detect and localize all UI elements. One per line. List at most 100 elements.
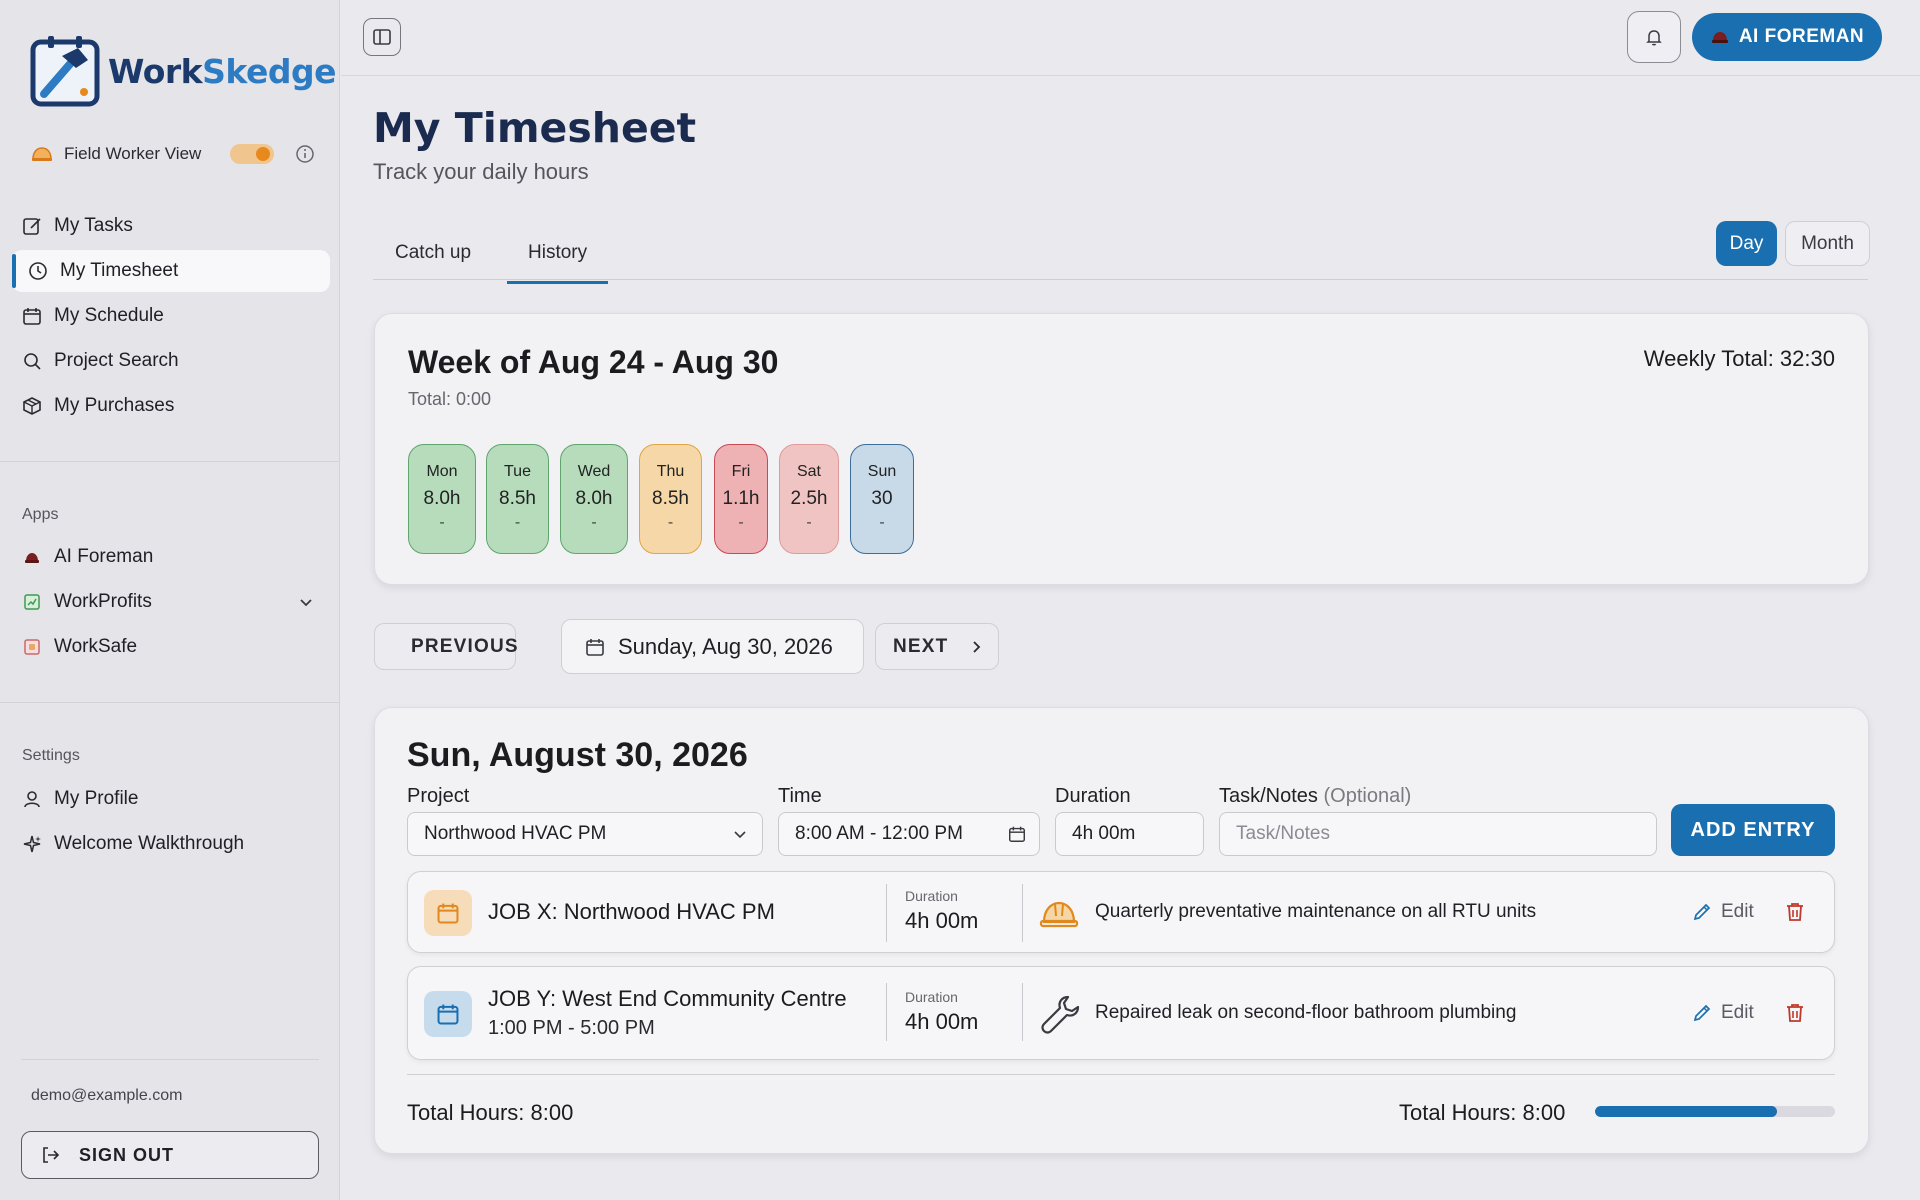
project-select[interactable]: Northwood HVAC PM — [407, 812, 763, 856]
entry-divider — [1022, 884, 1023, 942]
ai-foreman-button[interactable]: AI FOREMAN — [1692, 13, 1882, 61]
edit-label: Edit — [1721, 901, 1754, 922]
chevron-down-icon[interactable] — [296, 592, 316, 612]
day-name: Wed — [577, 463, 611, 480]
time-range-value: 8:00 AM - 12:00 PM — [795, 823, 963, 844]
entry-time-range: 1:00 PM - 5:00 PM — [488, 1017, 655, 1039]
task-notes-placeholder: Task/Notes — [1236, 823, 1330, 844]
sidebar-item-label: WorkSafe — [54, 636, 138, 657]
day-pill-tue[interactable]: Tue 8.5h - — [486, 444, 549, 554]
calendar-icon — [437, 1004, 459, 1025]
apps-heading: Apps — [22, 506, 59, 523]
day-hours: 1.1h — [722, 488, 760, 509]
totals-divider — [407, 1074, 1835, 1075]
hard-hat-icon — [25, 553, 39, 563]
trash-icon[interactable] — [1783, 900, 1807, 924]
wrench-icon — [1041, 995, 1080, 1034]
day-pill-wed[interactable]: Wed 8.0h - — [560, 444, 628, 554]
day-sub: - — [738, 514, 744, 531]
sidebar-item-my-schedule[interactable]: My Schedule — [12, 295, 330, 337]
entry-duration-label: Duration — [905, 989, 958, 1005]
edit-entry-button[interactable]: Edit — [1691, 1002, 1754, 1024]
time-entry-row[interactable]: JOB Y: West End Community Centre 1:00 PM… — [407, 966, 1835, 1060]
add-entry-button[interactable]: ADD ENTRY — [1671, 804, 1835, 856]
user-icon — [24, 791, 40, 808]
day-name: Sat — [796, 463, 821, 480]
sign-out-button[interactable]: SIGN OUT — [21, 1131, 319, 1179]
entry-badge — [424, 890, 472, 936]
panel-left-icon — [373, 29, 391, 45]
info-icon[interactable] — [294, 143, 316, 165]
calendar-icon — [23, 308, 41, 325]
duration-field[interactable]: 4h 00m — [1055, 812, 1204, 856]
day-sub: - — [439, 514, 445, 531]
tab-catch-up[interactable]: Catch up — [395, 242, 472, 263]
view-day-button[interactable]: Day — [1716, 221, 1777, 266]
pencil-icon — [1693, 903, 1711, 921]
day-sub: - — [667, 514, 674, 531]
edit-entry-button[interactable]: Edit — [1691, 901, 1754, 923]
notifications-button[interactable] — [1627, 11, 1681, 63]
tab-history[interactable]: History — [506, 242, 609, 284]
top-bar: AI FOREMAN — [341, 0, 1920, 76]
sidebar-toggle-button[interactable] — [363, 18, 401, 56]
entry-duration-value: 4h 00m — [905, 908, 979, 933]
duration-value: 4h 00m — [1072, 823, 1136, 844]
sidebar-item-welcome-walkthrough[interactable]: Welcome Walkthrough — [12, 823, 330, 865]
previous-day-button[interactable]: PREVIOUS — [374, 623, 518, 670]
week-summary-card: Week of Aug 24 - Aug 30 Total: 0:00 Week… — [374, 313, 1869, 585]
task-notes-label: Task/Notes (Optional) — [1219, 785, 1411, 808]
project-label: Project — [407, 785, 470, 807]
day-sub: - — [806, 514, 812, 531]
day-pill-mon[interactable]: Mon 8.0h - — [408, 444, 476, 554]
sidebar-item-my-purchases[interactable]: My Purchases — [12, 385, 330, 427]
sidebar-item-my-tasks[interactable]: My Tasks — [12, 205, 330, 247]
time-range-field[interactable]: 8:00 AM - 12:00 PM — [778, 812, 1040, 856]
duration-label: Duration — [1055, 785, 1131, 807]
apps-nav: AI Foreman WorkProfits WorkSafe — [12, 536, 330, 671]
logo[interactable]: WorkSkedge — [30, 34, 336, 108]
task-notes-label-text: Task/Notes — [1219, 785, 1318, 807]
time-entry-row[interactable]: JOB X: Northwood HVAC PM Duration 4h 00m… — [407, 871, 1835, 953]
sidebar-item-label: My Profile — [54, 788, 139, 809]
view-month-button[interactable]: Month — [1785, 221, 1870, 266]
sidebar-item-worksafe[interactable]: WorkSafe — [12, 626, 330, 668]
sidebar-item-my-timesheet[interactable]: My Timesheet — [12, 250, 330, 292]
sidebar-item-project-search[interactable]: Project Search — [12, 340, 330, 382]
logout-icon — [43, 1147, 60, 1163]
day-pill-fri[interactable]: Fri 1.1h - — [714, 444, 768, 554]
hard-hat-icon — [1039, 901, 1079, 928]
edit-label: Edit — [1721, 1002, 1754, 1023]
sidebar-item-workprofits[interactable]: WorkProfits — [12, 581, 330, 623]
week-title: Week of Aug 24 - Aug 30 — [408, 344, 779, 380]
weekly-total: Weekly Total: 32:30 — [1643, 346, 1835, 371]
sidebar-item-my-profile[interactable]: My Profile — [12, 778, 330, 820]
sidebar-item-label: My Schedule — [54, 305, 164, 326]
edit-square-icon — [23, 218, 41, 235]
sidebar-divider — [21, 1059, 319, 1060]
day-hours: 30 — [871, 488, 893, 509]
sidebar-item-label: Welcome Walkthrough — [54, 833, 245, 854]
sidebar-item-label: AI Foreman — [54, 546, 154, 567]
package-icon — [23, 397, 41, 415]
hard-hat-icon — [1711, 32, 1728, 43]
day-name: Tue — [504, 463, 531, 480]
field-worker-view-toggle[interactable] — [230, 144, 274, 164]
workprofits-icon — [24, 594, 40, 610]
day-pill-sun[interactable]: Sun 30 - — [850, 444, 914, 554]
sidebar-item-ai-foreman[interactable]: AI Foreman — [12, 536, 330, 578]
calendar-icon — [586, 638, 604, 656]
day-pill-thu[interactable]: Thu 8.5h - — [639, 444, 702, 554]
tab-bar: Catch up History — [373, 232, 1868, 284]
trash-icon[interactable] — [1783, 1001, 1807, 1025]
main-nav: My Tasks My Timesheet My Schedule Projec… — [12, 205, 330, 430]
next-label: NEXT — [893, 635, 949, 657]
day-pill-sat[interactable]: Sat 2.5h - — [779, 444, 839, 554]
brand-name: WorkSkedge — [108, 51, 336, 91]
sparkles-icon — [23, 835, 41, 853]
next-day-button[interactable]: NEXT — [875, 623, 999, 670]
selected-date: Sunday, Aug 30, 2026 — [618, 633, 833, 659]
task-notes-input[interactable]: Task/Notes — [1219, 812, 1657, 856]
date-picker[interactable]: Sunday, Aug 30, 2026 — [561, 619, 864, 674]
day-hours: 2.5h — [790, 488, 828, 509]
